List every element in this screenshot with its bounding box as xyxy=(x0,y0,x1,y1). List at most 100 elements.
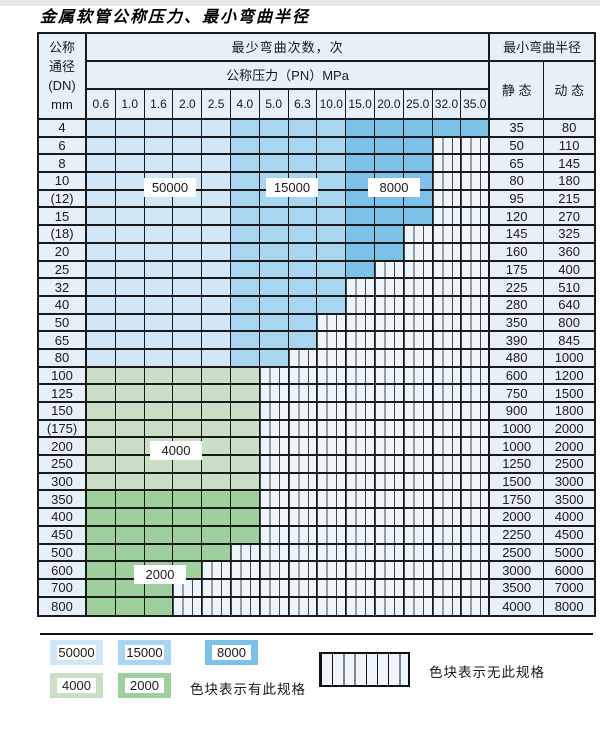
spec-cell xyxy=(230,261,260,280)
no-spec-cell xyxy=(346,438,375,457)
spec-cell xyxy=(87,173,116,191)
static-column-header: 静 态 xyxy=(490,62,545,120)
no-spec-cell xyxy=(432,579,462,598)
no-spec-cell xyxy=(403,226,433,244)
spec-cell xyxy=(115,243,145,262)
no-spec-cell xyxy=(461,226,491,244)
dn-cell: 65 xyxy=(39,332,87,350)
static-value-cell: 280 xyxy=(490,296,545,315)
has-spec-note: 色块表示有此规格 xyxy=(190,682,306,697)
dn-header-line: mm xyxy=(51,97,73,112)
spec-cell xyxy=(115,226,145,244)
spec-cell xyxy=(144,509,174,527)
dn-cell: 350 xyxy=(39,491,87,510)
static-value-cell: 120 xyxy=(490,208,545,227)
spec-cell xyxy=(202,120,231,138)
dynamic-value-cell: 80 xyxy=(544,120,595,138)
spec-cell xyxy=(202,296,231,315)
spec-cell xyxy=(173,385,203,403)
no-spec-cell xyxy=(317,562,347,580)
no-spec-cell xyxy=(374,349,404,368)
dn-cell: 20 xyxy=(39,243,87,262)
spec-cell xyxy=(288,279,318,297)
spec-cell xyxy=(230,509,260,527)
spec-cell xyxy=(144,261,174,280)
no-spec-cell xyxy=(346,367,375,386)
spec-cell xyxy=(144,473,174,492)
no-spec-cell xyxy=(346,279,375,297)
spec-cell xyxy=(288,332,318,350)
spec-cell xyxy=(346,261,375,280)
no-spec-cell xyxy=(288,473,318,492)
spec-cell xyxy=(115,137,145,156)
no-spec-cell xyxy=(374,438,404,457)
spec-cell xyxy=(288,155,318,174)
legend-swatch-50000: 50000 xyxy=(50,640,103,665)
spec-cell xyxy=(87,226,116,244)
spec-cell xyxy=(87,473,116,492)
spec-cell xyxy=(144,544,174,563)
pressure-col-header: 5.0 xyxy=(259,90,289,120)
spec-cell xyxy=(144,403,174,421)
static-value-cell: 80 xyxy=(490,173,545,191)
spec-cell xyxy=(144,155,174,174)
no-spec-cell xyxy=(374,597,404,616)
spec-cell xyxy=(202,279,231,297)
no-spec-cell xyxy=(230,579,260,598)
spec-cell xyxy=(173,155,203,174)
spec-cell xyxy=(230,296,260,315)
spec-cell xyxy=(144,597,174,616)
static-value-cell: 350 xyxy=(490,314,545,333)
no-spec-cell xyxy=(288,438,318,457)
no-spec-cell xyxy=(317,349,347,368)
spec-cell xyxy=(144,243,174,262)
spec-cell xyxy=(115,367,145,386)
no-spec-cell xyxy=(461,385,491,403)
spec-cell xyxy=(346,226,375,244)
no-spec-cell xyxy=(403,385,433,403)
no-spec-cell xyxy=(461,491,491,510)
spec-cell xyxy=(202,173,231,191)
spec-cell xyxy=(144,226,174,244)
spec-cell xyxy=(173,544,203,563)
dynamic-value-cell: 3500 xyxy=(544,491,595,510)
static-value-cell: 1500 xyxy=(490,473,545,492)
no-spec-cell xyxy=(317,473,347,492)
no-spec-cell xyxy=(346,385,375,403)
spec-cell xyxy=(173,208,203,227)
spec-cell xyxy=(259,261,289,280)
no-spec-cell xyxy=(461,332,491,350)
spec-cell xyxy=(144,367,174,386)
spec-cell xyxy=(259,314,289,333)
spec-cell xyxy=(144,208,174,227)
spec-cell xyxy=(173,120,203,138)
spec-cell xyxy=(173,296,203,315)
no-spec-cell xyxy=(461,597,491,616)
pressure-col-header: 1.0 xyxy=(115,90,145,120)
no-spec-cell xyxy=(461,367,491,386)
no-spec-cell xyxy=(259,491,289,510)
spec-cell xyxy=(288,296,318,315)
dn-cell: 32 xyxy=(39,279,87,297)
no-spec-cell xyxy=(432,456,462,474)
spec-cell xyxy=(115,279,145,297)
spec-cell xyxy=(374,155,404,174)
spec-cell xyxy=(202,367,231,386)
dn-cell: 800 xyxy=(39,597,87,616)
no-spec-cell xyxy=(374,385,404,403)
spec-cell xyxy=(87,420,116,439)
spec-cell xyxy=(259,243,289,262)
dynamic-value-cell: 180 xyxy=(544,173,595,191)
no-spec-cell xyxy=(403,261,433,280)
no-spec-cell xyxy=(461,155,491,174)
no-spec-cell xyxy=(403,473,433,492)
spec-cell xyxy=(374,226,404,244)
dynamic-value-cell: 325 xyxy=(544,226,595,244)
no-spec-cell xyxy=(259,420,289,439)
no-spec-cell xyxy=(403,403,433,421)
no-spec-cell xyxy=(432,296,462,315)
spec-cell xyxy=(87,243,116,262)
spec-cell xyxy=(144,385,174,403)
dn-cell: 600 xyxy=(39,562,87,580)
no-spec-cell xyxy=(403,597,433,616)
